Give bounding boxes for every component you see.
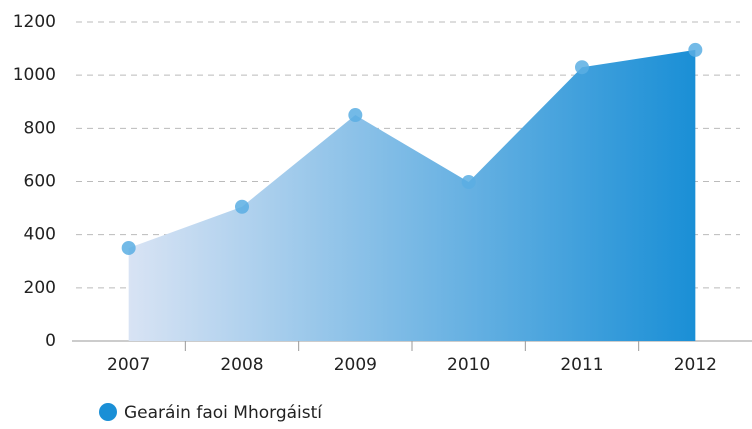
point <box>348 108 363 123</box>
point <box>575 60 589 75</box>
y-tick-label: 200 <box>24 278 56 298</box>
x-tick-label: 2011 <box>560 355 603 375</box>
point <box>121 240 136 255</box>
y-tick-label: 1000 <box>13 65 56 85</box>
area <box>128 49 696 341</box>
point <box>461 175 476 190</box>
x-tick-label: 2007 <box>107 355 150 375</box>
x-tick-label: 2008 <box>220 355 263 375</box>
y-tick-label: 800 <box>24 118 56 138</box>
point <box>688 42 703 57</box>
y-tick-label: 600 <box>24 172 56 192</box>
legend-label: Gearáin faoi Mhorgáistí <box>124 403 323 423</box>
point <box>235 199 249 214</box>
y-tick-label: 400 <box>24 225 56 245</box>
x-tick-label: 2010 <box>447 355 490 375</box>
x-tick-label: 2009 <box>334 355 377 375</box>
y-tick-label: 0 <box>45 331 56 351</box>
x-tick-label: 2012 <box>674 355 717 375</box>
y-tick-label: 1200 <box>13 12 56 32</box>
legend-swatch <box>99 403 117 421</box>
